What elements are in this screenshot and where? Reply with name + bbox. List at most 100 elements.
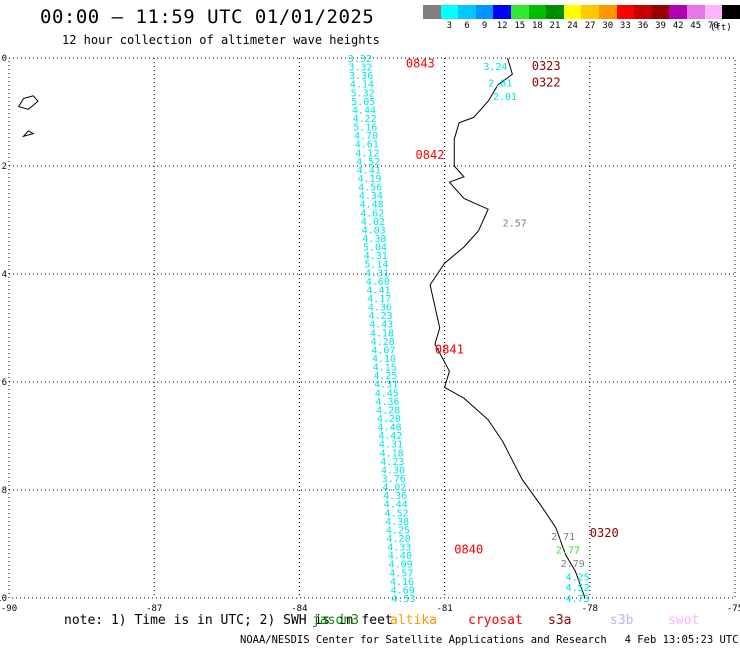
wave-height-value: 3.32 [348, 63, 372, 74]
legend-label: 24 [567, 21, 578, 31]
wave-height-value: 4.22 [353, 114, 377, 125]
legend-label: 33 [619, 21, 631, 31]
wave-height-value: 4.28 [376, 405, 400, 416]
legend-swatch [528, 5, 547, 19]
wave-height-value: 4.62 [360, 208, 384, 219]
legend-swatch [616, 5, 635, 19]
satellite-label-s3b: s3b [610, 613, 634, 628]
legend-label: 9 [481, 21, 488, 31]
legend-swatch [458, 5, 476, 19]
wave-height-value: 4.07 [371, 345, 395, 356]
wave-height-value: 5.16 [353, 123, 377, 134]
wave-height-value: 4.25 [566, 572, 590, 583]
satellite-legend: jason3 altika cryosat s3a s3b swot [0, 613, 740, 631]
page-subtitle: 12 hour collection of altimeter wave hei… [62, 33, 380, 47]
wave-height-value: 4.61 [355, 140, 379, 151]
y-tick-label: -4 [0, 270, 7, 280]
legend-swatch [704, 5, 723, 19]
wave-height-value: 4.23 [369, 311, 393, 322]
wave-height-value: 4.69 [391, 585, 415, 596]
wave-height-value: 4.36 [375, 397, 399, 408]
y-tick-label: -6 [0, 378, 7, 388]
legend-cell: 24 [563, 5, 582, 31]
note-text-label: note: 1) Time is in UTC; 2) SWH is in fe… [64, 613, 393, 628]
legend-label: 12 [496, 21, 508, 31]
wave-height-value: 4.60 [366, 277, 390, 288]
wave-height-value: 4.34 [359, 191, 383, 202]
legend-swatch [423, 5, 441, 19]
legend-cell: 21 [546, 5, 564, 31]
legend-swatch [722, 5, 740, 19]
wave-height-value: 4.28 [371, 337, 395, 348]
legend-cell: 6 [458, 5, 476, 31]
pass-time-label: 0323 [532, 59, 561, 73]
wave-height-value: 4.30 [381, 465, 405, 476]
legend-swatch [546, 5, 564, 19]
wave-height-value: 3.32 [348, 54, 372, 65]
wave-height-value: 2.57 [503, 219, 527, 230]
footer-timestamp: 4 Feb 13:05:23 UTC 2025 [624, 634, 740, 646]
legend-cell: 45 [686, 5, 705, 31]
y-tick-label: -8 [0, 486, 7, 496]
wave-height-value: 4.02 [382, 483, 406, 494]
x-tick-label: -87 [146, 604, 162, 614]
legend-label: 6 [464, 21, 470, 31]
legend-label: 21 [549, 21, 561, 31]
wave-height-value: 4.52 [566, 583, 590, 594]
legend-label: 18 [531, 21, 543, 31]
legend-swatch [581, 5, 599, 19]
wave-height-value: 4.25 [373, 371, 397, 382]
wave-height-value: 4.14 [350, 80, 374, 91]
legend-swatch [493, 5, 511, 19]
satellite-label-jason3: jason3 [312, 613, 359, 628]
wave-height-value: 4.56 [358, 183, 382, 194]
wave-height-value: 4.38 [362, 234, 386, 245]
wave-height-value: 4.31 [365, 268, 389, 279]
wave-height-value: 4.36 [368, 303, 392, 314]
legend-cell: 9 [475, 5, 494, 31]
pass-time-label: 0320 [590, 526, 619, 540]
legend-cell [423, 5, 441, 31]
legend-swatch [598, 5, 617, 19]
legend-cell: 39 [651, 5, 670, 31]
x-tick-label: -75 [727, 604, 740, 614]
wave-height-value: 4.20 [377, 414, 401, 425]
wave-height-value: 4.31 [364, 251, 388, 262]
legend-label: 36 [637, 21, 649, 31]
legend-swatch [634, 5, 652, 19]
coastline [429, 57, 586, 599]
y-tick-label: 0 [2, 54, 7, 64]
wave-height-value: 5.32 [351, 88, 375, 99]
legend-cell: 33 [616, 5, 635, 31]
wave-height-value: 3.76 [382, 474, 406, 485]
x-tick-label: -90 [1, 604, 17, 614]
wave-height-value: 2.77 [556, 545, 580, 556]
wave-height-value: 4.31 [374, 380, 398, 391]
wave-height-value: 4.57 [389, 568, 413, 579]
legend-cell: 18 [528, 5, 547, 31]
wave-height-value: 4.18 [380, 448, 404, 459]
legend-label: 42 [672, 21, 684, 31]
wave-height-value: 4.09 [389, 560, 413, 571]
wave-height-value: 5.05 [351, 97, 375, 108]
wave-height-value: 5.14 [364, 260, 388, 271]
legend-label: 45 [690, 21, 702, 31]
wave-height-value: 4.44 [384, 500, 408, 511]
wave-height-value: 4.52 [384, 508, 408, 519]
wave-height-value: 4.52 [356, 157, 380, 168]
wave-height-value: 4.03 [362, 225, 386, 236]
legend-cell: 30 [598, 5, 617, 31]
wave-height-value: 4.48 [360, 200, 384, 211]
legend-cell: 70 [704, 5, 723, 31]
note-text: note: 1) Time is in UTC; 2) SWH is in fe… [64, 613, 393, 628]
pass-time-label: 0322 [532, 75, 561, 89]
wave-height-value: 3.24 [483, 62, 507, 73]
wave-height-value: 2.81 [488, 78, 512, 89]
island [22, 130, 35, 138]
legend-label: 70 [707, 21, 719, 31]
x-tick-label: -84 [291, 604, 307, 614]
wave-height-value: 4.16 [390, 577, 414, 588]
wave-height-value: 4.73 [566, 594, 590, 605]
wave-height-value: 4.41 [357, 165, 381, 176]
wave-height-value: 4.17 [367, 294, 391, 305]
